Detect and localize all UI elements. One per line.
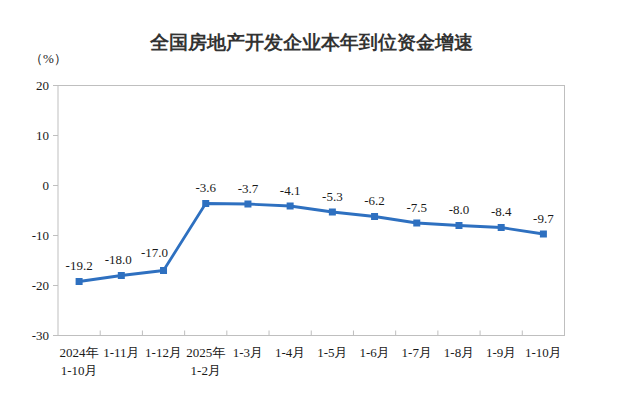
data-label: -8.0 <box>449 202 470 217</box>
data-label: -3.7 <box>238 181 259 196</box>
x-axis-label: 1-4月 <box>275 345 305 360</box>
data-label: -3.6 <box>195 180 216 195</box>
y-axis-label: 20 <box>36 78 49 93</box>
y-axis-label: 0 <box>43 178 50 193</box>
plot-area: （%） 20 10 0 -10 -20 -30 -19.2 -18.0 -17.0 -3.6 -3.7… <box>0 0 623 400</box>
data-point-marker <box>287 203 294 210</box>
plot-border <box>58 86 565 336</box>
x-axis-label: 1-11月 <box>103 345 139 360</box>
x-axis-label: 1-10月 <box>525 345 562 360</box>
y-axis-label: -20 <box>32 278 49 293</box>
x-axis-label: 1-7月 <box>402 345 432 360</box>
y-axis-label: 10 <box>36 128 49 143</box>
data-label: -8.4 <box>491 204 512 219</box>
data-point-marker <box>498 224 505 231</box>
data-point-marker <box>118 272 125 279</box>
x-axis-label: 2024年 <box>60 345 99 360</box>
data-label: -6.2 <box>364 193 385 208</box>
data-point-marker <box>202 200 209 207</box>
data-line <box>79 204 543 282</box>
data-label: -18.0 <box>105 252 132 267</box>
data-label: -9.7 <box>533 211 554 226</box>
data-point-marker <box>76 278 83 285</box>
y-axis-unit-label: （%） <box>30 51 67 66</box>
data-point-marker <box>413 220 420 227</box>
data-label: -5.3 <box>322 189 343 204</box>
data-point-marker <box>329 209 336 216</box>
x-axis-label: 1-2月 <box>191 363 221 378</box>
data-point-marker <box>455 222 462 229</box>
x-axis-label: 1-8月 <box>444 345 474 360</box>
data-label: -4.1 <box>280 183 301 198</box>
data-label: -17.0 <box>141 245 168 260</box>
x-axis-label: 1-6月 <box>359 345 389 360</box>
x-axis-label: 1-9月 <box>486 345 516 360</box>
y-axis-label: -10 <box>32 228 49 243</box>
data-point-marker <box>160 267 167 274</box>
data-label: -19.2 <box>66 258 93 273</box>
data-point-marker <box>371 213 378 220</box>
data-label: -7.5 <box>406 200 427 215</box>
data-point-marker <box>540 231 547 238</box>
x-axis-label: 1-3月 <box>233 345 263 360</box>
x-axis-label: 1-5月 <box>317 345 347 360</box>
line-chart: 全国房地产开发企业本年到位资金增速 （%）20100-10-20-30-19.2… <box>0 0 623 400</box>
data-point-marker <box>244 201 251 208</box>
x-axis-label: 1-10月 <box>61 363 98 378</box>
x-axis-label: 2025年 <box>186 345 225 360</box>
x-axis-label: 1-12月 <box>145 345 182 360</box>
y-axis-label: -30 <box>32 328 49 343</box>
